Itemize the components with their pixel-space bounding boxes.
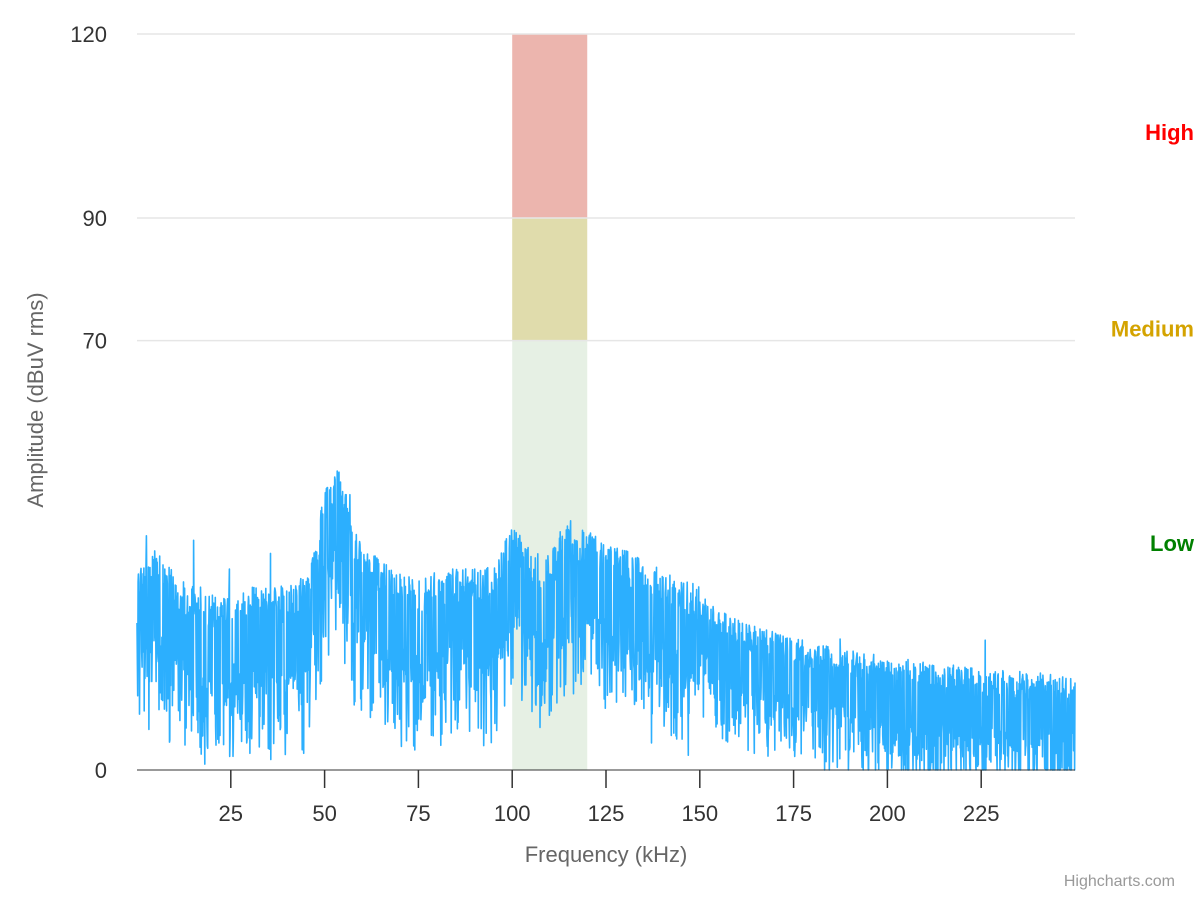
spectrum-series	[136, 470, 1076, 771]
x-tick-label-125: 125	[588, 801, 625, 826]
band-labels: High Medium Low	[1111, 120, 1195, 556]
y-tick-label-70: 70	[83, 329, 107, 354]
band-label-low: Low	[1150, 531, 1195, 556]
y-tick-label-0: 0	[95, 758, 107, 783]
x-tick-label-150: 150	[681, 801, 718, 826]
x-tick-label-50: 50	[312, 801, 336, 826]
x-tick-label-175: 175	[775, 801, 812, 826]
credits-link[interactable]: Highcharts.com	[1063, 873, 1175, 890]
plot-band-zone-2	[512, 34, 588, 218]
x-axis-title: Frequency (kHz)	[525, 842, 688, 867]
band-label-high: High	[1145, 120, 1194, 145]
grid-lines	[137, 33, 1075, 342]
spectrum-line	[136, 470, 1076, 771]
x-tick-label-100: 100	[494, 801, 531, 826]
y-axis-title: Amplitude (dBuV rms)	[23, 292, 48, 507]
x-tick-label-75: 75	[406, 801, 430, 826]
x-tick-label-200: 200	[869, 801, 906, 826]
x-tick-label-25: 25	[219, 801, 243, 826]
y-tick-label-90: 90	[83, 206, 107, 231]
axes: 0 70 90 120 25 50 75 100 125 150 175 200 225	[70, 22, 1075, 826]
y-tick-label-120: 120	[70, 22, 107, 47]
plot-band-zone-1	[512, 218, 588, 341]
x-tick-label-225: 225	[963, 801, 1000, 826]
band-label-medium: Medium	[1111, 316, 1194, 341]
